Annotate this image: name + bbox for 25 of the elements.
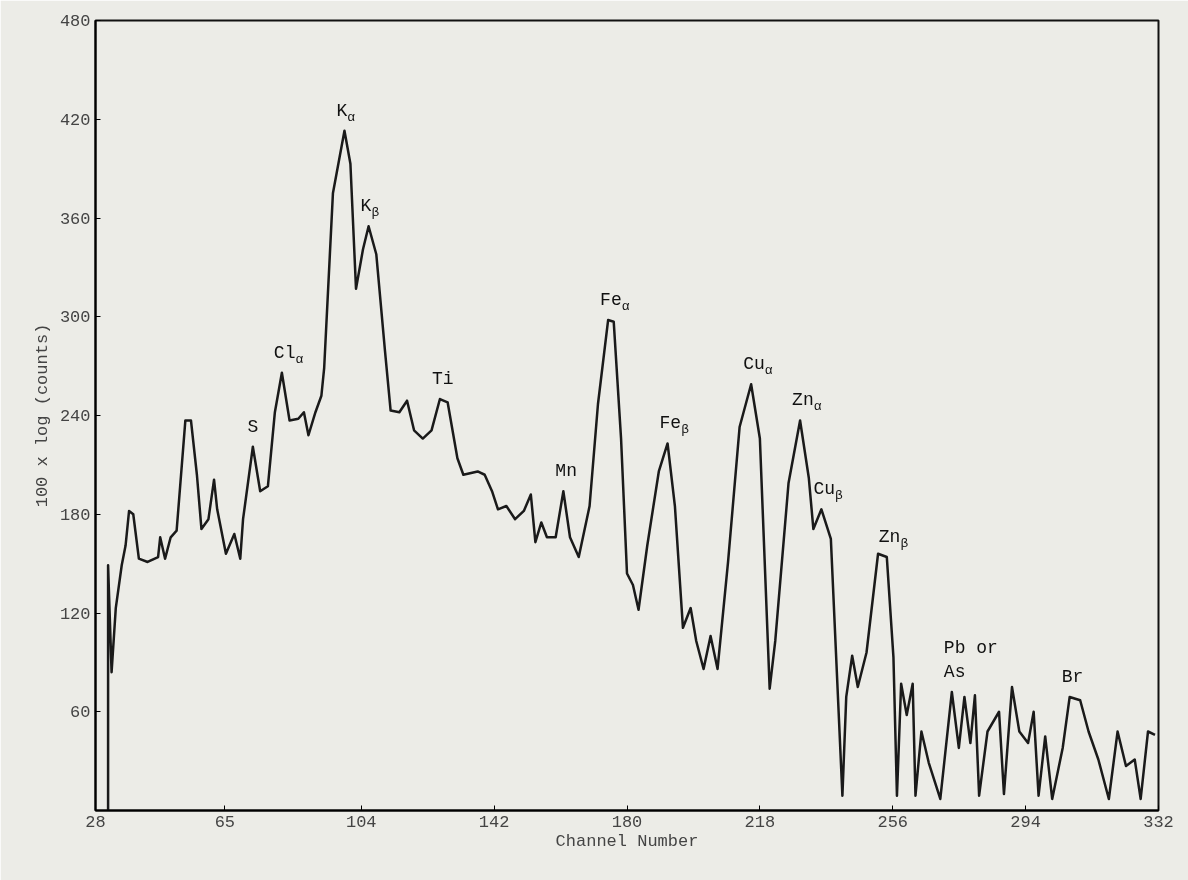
- y-tick-label: 120: [59, 604, 91, 624]
- x-tick-label: 294: [1010, 812, 1041, 832]
- x-tick-label: 104: [345, 812, 377, 832]
- annotation: Pb or As: [943, 638, 998, 682]
- x-tick-label: 142: [478, 812, 510, 832]
- x-tick-label: 256: [877, 812, 909, 832]
- annotation: Mn: [555, 461, 577, 482]
- y-tick-label: 240: [59, 407, 91, 426]
- x-tick-label: 65: [214, 812, 236, 832]
- x-axis-title: Channel Number: [555, 831, 699, 851]
- line-series: [106, 129, 1157, 811]
- y-tick-label: 300: [59, 308, 91, 328]
- y-tick-label: 420: [59, 110, 91, 130]
- x-tick-label: 332: [1143, 812, 1174, 832]
- y-tick-label: 360: [59, 209, 91, 229]
- x-tick-label: 180: [611, 812, 643, 832]
- y-axis-title: 100 x log (counts): [32, 323, 52, 508]
- annotation: Ti: [431, 369, 454, 390]
- y-tick-label: 60: [70, 703, 91, 723]
- y-tick-label: 480: [59, 12, 91, 31]
- annotation: Br: [1061, 666, 1084, 687]
- annotation: S: [247, 416, 259, 437]
- x-tick-label: 218: [744, 812, 776, 832]
- x-tick-label: 28: [85, 812, 106, 832]
- y-tick-label: 180: [59, 505, 91, 525]
